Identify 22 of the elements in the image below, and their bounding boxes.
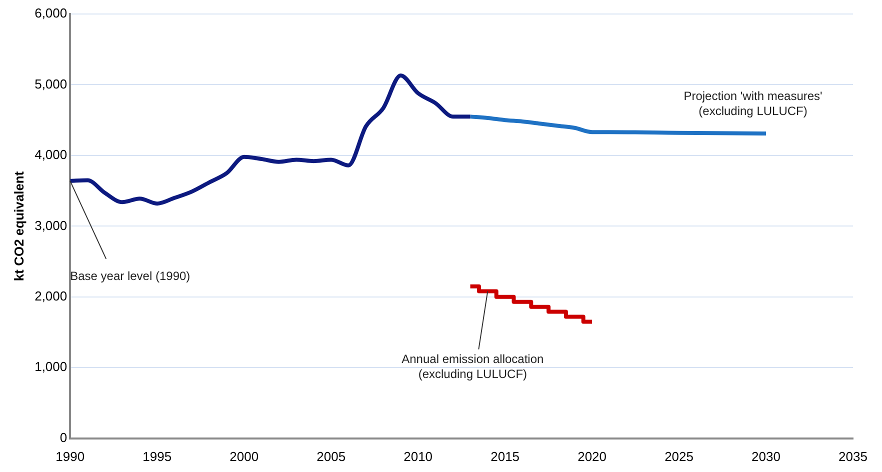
x-tick-label: 2025 — [664, 448, 694, 464]
y-tick-label: 0 — [60, 430, 68, 445]
y-tick-label: 6,000 — [34, 6, 68, 21]
y-tick-label: 1,000 — [34, 359, 68, 374]
y-tick-label: 4,000 — [34, 147, 68, 162]
x-tick-label: 1995 — [142, 448, 172, 464]
x-tick-label: 2000 — [230, 448, 259, 464]
annotation: Base year level (1990) — [70, 269, 190, 284]
y-axis-title: kt CO2 equivalent — [11, 170, 26, 282]
x-tick-label: 2020 — [578, 448, 607, 464]
y-tick-label: 2,000 — [34, 288, 68, 304]
x-tick-label: 1990 — [56, 448, 85, 464]
x-tick-label: 2010 — [404, 448, 433, 464]
x-tick-label: 2030 — [752, 448, 780, 464]
x-tick-label: 2015 — [490, 448, 520, 464]
annotation: Annual emission allocation (excluding LULUCF) — [402, 352, 544, 382]
x-tick-label: 2035 — [838, 448, 868, 464]
line-series — [70, 74, 472, 206]
y-tick-label: 3,000 — [34, 218, 68, 233]
annotation: Projection 'with measures' (excluding LULUCF) — [684, 88, 822, 118]
x-tick-label: 2005 — [316, 448, 346, 464]
y-tick-label: 5,000 — [34, 76, 68, 92]
